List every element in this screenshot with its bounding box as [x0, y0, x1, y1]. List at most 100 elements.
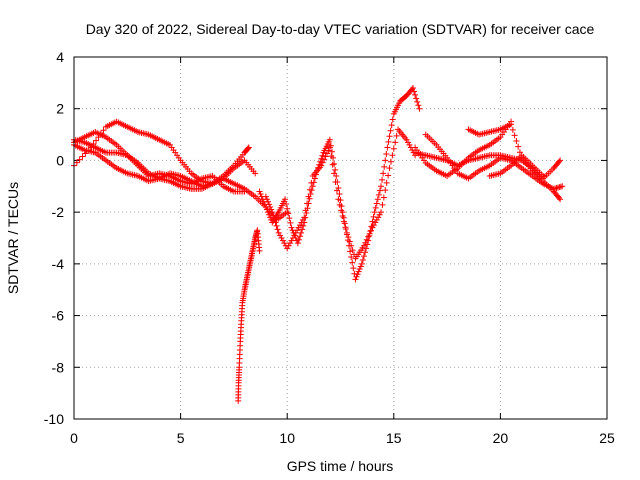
- data-point: [409, 85, 416, 92]
- data-point: [288, 237, 295, 244]
- data-point: [284, 245, 291, 252]
- data-point: [379, 201, 386, 208]
- data-point: [383, 150, 390, 157]
- data-point: [241, 188, 248, 195]
- data-point: [285, 242, 292, 249]
- data-point: [284, 205, 291, 212]
- data-point: [509, 126, 516, 133]
- data-point: [298, 229, 305, 236]
- data-point: [359, 256, 366, 263]
- data-point: [374, 196, 381, 203]
- x-tick-label: 10: [279, 430, 295, 446]
- data-point: [79, 153, 86, 160]
- data-point: [556, 194, 563, 201]
- data-point: [328, 148, 335, 155]
- data-point: [352, 276, 359, 283]
- data-point: [299, 226, 306, 233]
- data-point: [389, 152, 396, 159]
- data-point: [349, 259, 356, 266]
- data-point: [366, 230, 373, 237]
- series-track-late-c: [422, 131, 566, 192]
- y-tick-label: -6: [52, 308, 65, 324]
- data-point: [256, 247, 263, 254]
- data-point: [375, 214, 382, 221]
- x-axis-label: GPS time / hours: [287, 458, 394, 474]
- data-point: [323, 150, 330, 157]
- data-point: [329, 161, 336, 168]
- data-point: [286, 215, 293, 222]
- data-point: [295, 236, 302, 243]
- data-point: [371, 209, 378, 216]
- data-point: [353, 273, 360, 280]
- data-point: [406, 141, 413, 148]
- data-point: [331, 170, 338, 177]
- x-tick-label: 15: [386, 430, 402, 446]
- data-point: [274, 226, 281, 233]
- data-point: [414, 98, 421, 105]
- data-point: [411, 88, 418, 95]
- y-axis-label: SDTVAR / TECUs: [5, 182, 21, 294]
- series-track-late-e: [486, 152, 547, 179]
- data-point: [294, 240, 301, 247]
- data-point: [273, 222, 280, 229]
- data-point: [360, 242, 367, 249]
- data-point: [321, 156, 328, 163]
- data-point: [370, 222, 377, 229]
- data-point: [380, 194, 387, 201]
- data-point: [281, 240, 288, 247]
- data-point: [332, 166, 339, 173]
- data-point: [378, 183, 385, 190]
- y-tick-label: -2: [52, 204, 65, 220]
- data-point: [373, 216, 380, 223]
- data-point: [540, 172, 547, 179]
- data-point: [306, 186, 313, 193]
- y-tick-label: 2: [56, 101, 64, 117]
- data-point: [368, 227, 375, 234]
- x-tick-label: 5: [177, 430, 185, 446]
- data-point: [265, 198, 272, 205]
- data-point: [332, 178, 339, 185]
- data-point: [333, 187, 340, 194]
- data-point: [318, 162, 325, 169]
- data-point: [376, 187, 383, 194]
- data-point: [294, 227, 301, 234]
- data-point: [95, 134, 102, 141]
- data-point: [369, 218, 376, 225]
- data-point: [303, 210, 310, 217]
- data-point: [85, 147, 92, 154]
- data-point: [357, 263, 364, 270]
- data-point: [301, 214, 308, 221]
- y-tick-label: -4: [52, 256, 65, 272]
- data-point: [392, 139, 399, 146]
- data-point: [319, 159, 326, 166]
- grid-lines: [74, 57, 607, 419]
- data-point: [557, 157, 564, 164]
- data-point: [338, 207, 345, 214]
- data-point: [76, 156, 83, 163]
- data-point: [363, 236, 370, 243]
- data-point: [263, 196, 270, 203]
- data-point: [309, 183, 316, 190]
- data-point: [319, 152, 326, 159]
- data-point: [288, 224, 295, 231]
- data-point: [348, 253, 355, 260]
- data-point: [305, 193, 312, 200]
- data-point: [328, 153, 335, 160]
- data-point: [362, 249, 369, 256]
- data-point: [267, 203, 274, 210]
- data-point: [379, 176, 386, 183]
- data-point: [256, 188, 263, 195]
- data-point: [388, 122, 395, 129]
- data-point: [405, 139, 412, 146]
- data-point: [326, 144, 333, 151]
- data-point: [335, 185, 342, 192]
- x-tick-label: 20: [493, 430, 509, 446]
- series-active-band-2: [262, 126, 419, 262]
- series-active-band: [256, 85, 423, 283]
- data-point: [326, 136, 333, 143]
- data-point: [386, 133, 393, 140]
- data-point: [513, 138, 520, 145]
- data-point: [266, 211, 273, 218]
- data-point: [257, 191, 264, 198]
- data-point: [245, 145, 252, 152]
